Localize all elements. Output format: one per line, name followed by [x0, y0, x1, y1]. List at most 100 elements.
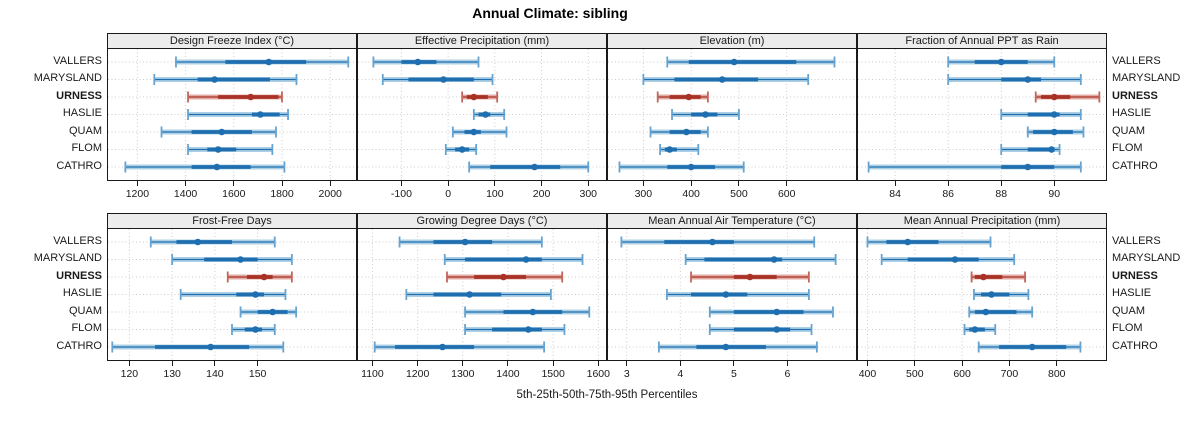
site-label-left-haslie: HASLIE [62, 287, 102, 299]
site-label-left-cathro: CATHRO [56, 339, 102, 352]
axis-tick-design-freeze-index-c [281, 181, 283, 186]
series-marysland [684, 254, 837, 265]
axis-tick-label-effective-precipitation-mm: 200 [532, 188, 551, 200]
series-urness [461, 91, 499, 103]
axis-tick-label-mean-annual-precipitation-mm: 700 [1000, 368, 1019, 380]
series-haslie [1000, 109, 1082, 120]
axis-tick-label-growing-degree-days-c: 1400 [496, 368, 520, 380]
site-label-right-haslie: HASLIE [1112, 107, 1152, 119]
axis-tick-label-fraction-of-annual-ppt-as-rain: 88 [995, 188, 1008, 200]
median-dot [1050, 93, 1058, 101]
axis-tick-label-elevation-m: 300 [634, 188, 653, 200]
median-dot [971, 326, 979, 333]
axis-tick-label-elevation-m: 400 [682, 188, 700, 200]
axis-tick-growing-degree-days-c [507, 361, 509, 366]
axis-tick-effective-precipitation-mm [447, 181, 449, 186]
axis-tick-label-mean-annual-air-temperature-c: 5 [730, 368, 737, 380]
series-flom [963, 324, 997, 335]
series-flom [659, 144, 700, 155]
series-haslie [671, 109, 740, 120]
median-dot [439, 343, 446, 351]
axis-tick-growing-degree-days-c [552, 361, 554, 366]
site-label-right-cathro: CATHRO [1112, 339, 1158, 352]
strip-design-freeze-index-c: Design Freeze Index (°C) [107, 33, 357, 49]
axis-tick-label-elevation-m: 600 [777, 188, 796, 200]
axis-tick-mean-annual-air-temperature-c [733, 361, 735, 366]
series-haslie [187, 109, 289, 120]
axis-tick-effective-precipitation-mm [400, 181, 402, 186]
median-dot [529, 308, 537, 316]
strip-elevation-m: Elevation (m) [607, 33, 857, 49]
panel-canvas-design-freeze-index-c [108, 49, 356, 180]
median-dot [257, 111, 264, 118]
median-dot [770, 256, 778, 263]
series-vallers [175, 56, 350, 68]
median-dot [709, 238, 716, 246]
series-haslie [666, 289, 810, 300]
series-marysland [171, 254, 293, 265]
axis-tick-growing-degree-days-c [371, 361, 373, 366]
median-dot [207, 343, 214, 351]
series-flom [444, 144, 478, 155]
axis-tick-fraction-of-annual-ppt-as-rain [947, 181, 949, 186]
site-label-right-vallers: VALLERS [1112, 54, 1161, 67]
median-dot [414, 58, 422, 66]
axis-tick-frost-free-days [257, 361, 259, 366]
median-dot [982, 308, 990, 316]
median-dot [666, 146, 673, 153]
series-quam [708, 306, 834, 318]
axis-tick-label-growing-degree-days-c: 1200 [405, 368, 430, 380]
strip-growing-degree-days-c: Growing Degree Days (°C) [357, 213, 607, 229]
series-cathro [977, 341, 1082, 353]
axis-tick-elevation-m [642, 181, 644, 186]
axis-tick-label-mean-annual-precipitation-mm: 800 [1048, 368, 1066, 380]
panel-mean-annual-air-temperature-c [607, 228, 857, 361]
axis-tick-design-freeze-index-c [233, 181, 235, 186]
x-axis-caption: 5th-25th-50th-75th-95th Percentiles [516, 389, 698, 401]
series-flom [231, 324, 276, 335]
series-cathro [867, 161, 1082, 173]
series-vallers [666, 56, 836, 68]
median-dot [722, 291, 730, 298]
median-dot [214, 146, 222, 153]
median-dot [718, 76, 726, 83]
axis-tick-design-freeze-index-c [136, 181, 138, 186]
axis-tick-label-frost-free-days: 130 [163, 368, 181, 380]
series-flom [464, 324, 566, 335]
series-urness [1034, 91, 1101, 103]
strip-frost-free-days: Frost-Free Days [107, 213, 357, 229]
median-dot [702, 111, 709, 118]
panel-growing-degree-days-c [357, 228, 607, 361]
median-dot [213, 163, 221, 171]
series-vallers [372, 56, 480, 68]
panel-canvas-growing-degree-days-c [358, 229, 606, 360]
axis-tick-label-mean-annual-precipitation-mm: 600 [953, 368, 971, 380]
axis-tick-fraction-of-annual-ppt-as-rain [1000, 181, 1002, 186]
axis-tick-effective-precipitation-mm [494, 181, 496, 186]
panel-canvas-elevation-m [608, 49, 856, 180]
median-dot [1028, 343, 1036, 351]
series-urness [656, 91, 709, 103]
median-dot [252, 291, 259, 298]
axis-tick-label-elevation-m: 500 [730, 188, 748, 200]
axis-tick-growing-degree-days-c [417, 361, 419, 366]
median-dot [1024, 163, 1032, 171]
series-cathro [373, 341, 546, 353]
site-label-right-urness: URNESS [1112, 269, 1158, 282]
series-haslie [472, 109, 506, 120]
series-marysland [153, 74, 298, 85]
axis-tick-fraction-of-annual-ppt-as-rain [894, 181, 896, 186]
panel-canvas-effective-precipitation-mm [358, 49, 606, 180]
site-label-left-cathro: CATHRO [56, 159, 102, 172]
series-flom [187, 144, 274, 155]
median-dot [466, 291, 473, 298]
axis-tick-elevation-m [738, 181, 740, 186]
axis-tick-label-mean-annual-precipitation-mm: 400 [858, 368, 877, 380]
axis-tick-label-effective-precipitation-mm: 0 [445, 188, 452, 200]
panel-mean-annual-precipitation-mm [857, 228, 1107, 361]
axis-tick-label-design-freeze-index-c: 2000 [318, 188, 342, 200]
series-vallers [947, 56, 1056, 68]
axis-tick-label-fraction-of-annual-ppt-as-rain: 86 [942, 188, 955, 200]
axis-tick-label-growing-degree-days-c: 1600 [586, 368, 610, 380]
